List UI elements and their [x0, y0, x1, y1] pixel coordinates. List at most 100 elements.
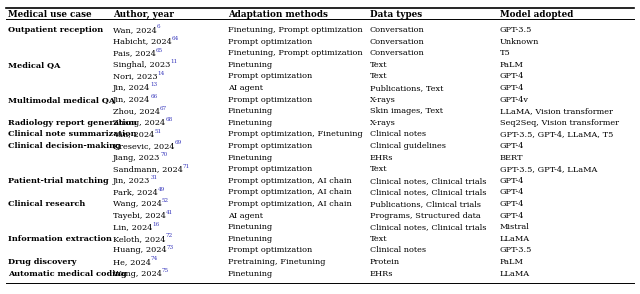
Text: Automatic medical coding: Automatic medical coding: [8, 270, 127, 278]
Text: Seq2Seq, Vision transformer: Seq2Seq, Vision transformer: [500, 119, 619, 127]
Text: 16: 16: [152, 222, 159, 227]
Text: T5: T5: [500, 49, 511, 57]
Text: Author, year: Author, year: [113, 10, 174, 19]
Text: GPT-3.5, GPT-4, LLaMA, T5: GPT-3.5, GPT-4, LLaMA, T5: [500, 131, 613, 138]
Text: Finetuning: Finetuning: [228, 61, 273, 69]
Text: AI agent: AI agent: [228, 84, 263, 92]
Text: Finetuning, Prompt optimization: Finetuning, Prompt optimization: [228, 26, 363, 34]
Text: 66: 66: [150, 94, 157, 99]
Text: Kresevic, 2024: Kresevic, 2024: [113, 142, 175, 150]
Text: Wang, 2024: Wang, 2024: [113, 200, 162, 208]
Text: Keloth, 2024: Keloth, 2024: [113, 235, 166, 243]
Text: 75: 75: [162, 268, 169, 273]
Text: GPT-3.5: GPT-3.5: [500, 246, 532, 254]
Text: Multimodal medical QA: Multimodal medical QA: [8, 96, 115, 103]
Text: Prompt optimization: Prompt optimization: [228, 72, 312, 80]
Text: Conversation: Conversation: [370, 26, 425, 34]
Text: Prompt optimization, Finetuning: Prompt optimization, Finetuning: [228, 131, 363, 138]
Text: Park, 2024: Park, 2024: [113, 188, 157, 196]
Text: Prompt optimization: Prompt optimization: [228, 38, 312, 46]
Text: Text: Text: [370, 165, 387, 173]
Text: Skin images, Text: Skin images, Text: [370, 107, 443, 115]
Text: Pais, 2024: Pais, 2024: [113, 49, 156, 57]
Text: Prompt optimization, AI chain: Prompt optimization, AI chain: [228, 188, 352, 196]
Text: Unknown: Unknown: [500, 38, 540, 46]
Text: 73: 73: [166, 245, 173, 250]
Text: He, 2024: He, 2024: [113, 258, 151, 266]
Text: Text: Text: [370, 61, 387, 69]
Text: Clinical decision-making: Clinical decision-making: [8, 142, 120, 150]
Text: 64: 64: [172, 36, 179, 41]
Text: EHRs: EHRs: [370, 153, 394, 162]
Text: Prompt optimization: Prompt optimization: [228, 142, 312, 150]
Text: 67: 67: [160, 106, 167, 111]
Text: Prompt optimization: Prompt optimization: [228, 165, 312, 173]
Text: Singhal, 2023: Singhal, 2023: [113, 61, 170, 69]
Text: 11: 11: [170, 59, 178, 64]
Text: Publications, Clinical trials: Publications, Clinical trials: [370, 200, 481, 208]
Text: Nori, 2023: Nori, 2023: [113, 72, 157, 80]
Text: Text: Text: [370, 235, 387, 243]
Text: Mistral: Mistral: [500, 223, 530, 231]
Text: Clinical notes: Clinical notes: [370, 131, 426, 138]
Text: PaLM: PaLM: [500, 258, 524, 266]
Text: Clinical research: Clinical research: [8, 200, 85, 208]
Text: Zhang, 2024: Zhang, 2024: [113, 119, 165, 127]
Text: Conversation: Conversation: [370, 49, 425, 57]
Text: Clinical guidelines: Clinical guidelines: [370, 142, 446, 150]
Text: Finetuning: Finetuning: [228, 270, 273, 278]
Text: 6: 6: [157, 24, 161, 29]
Text: 52: 52: [162, 198, 169, 203]
Text: GPT-4: GPT-4: [500, 177, 524, 185]
Text: 51: 51: [154, 129, 161, 134]
Text: Radiology report generation: Radiology report generation: [8, 119, 137, 127]
Text: PaLM: PaLM: [500, 61, 524, 69]
Text: Wang, 2024: Wang, 2024: [113, 270, 162, 278]
Text: Finetuning: Finetuning: [228, 107, 273, 115]
Text: GPT-3.5: GPT-3.5: [500, 26, 532, 34]
Text: Programs, Structured data: Programs, Structured data: [370, 212, 481, 220]
Text: Van, 2024: Van, 2024: [113, 131, 154, 138]
Text: Clinical notes, Clinical trials: Clinical notes, Clinical trials: [370, 188, 486, 196]
Text: 31: 31: [150, 175, 157, 180]
Text: Wan, 2024: Wan, 2024: [113, 26, 157, 34]
Text: Jiang, 2023: Jiang, 2023: [113, 153, 161, 162]
Text: Jin, 2024: Jin, 2024: [113, 96, 150, 103]
Text: Prompt optimization: Prompt optimization: [228, 246, 312, 254]
Text: Model adopted: Model adopted: [500, 10, 573, 19]
Text: Finetuning: Finetuning: [228, 119, 273, 127]
Text: 74: 74: [151, 256, 158, 261]
Text: Patient-trial matching: Patient-trial matching: [8, 177, 109, 185]
Text: GPT-4: GPT-4: [500, 188, 524, 196]
Text: Drug discovery: Drug discovery: [8, 258, 77, 266]
Text: Pretraining, Finetuning: Pretraining, Finetuning: [228, 258, 325, 266]
Text: X-rays: X-rays: [370, 96, 396, 103]
Text: 72: 72: [166, 233, 173, 238]
Text: GPT-4: GPT-4: [500, 142, 524, 150]
Text: Sandmann, 2024: Sandmann, 2024: [113, 165, 183, 173]
Text: 13: 13: [150, 83, 157, 88]
Text: 70: 70: [161, 152, 168, 157]
Text: Adaptation methods: Adaptation methods: [228, 10, 328, 19]
Text: GPT-4: GPT-4: [500, 212, 524, 220]
Text: 71: 71: [183, 164, 190, 169]
Text: Finetuning: Finetuning: [228, 235, 273, 243]
Text: Prompt optimization, AI chain: Prompt optimization, AI chain: [228, 200, 352, 208]
Text: GPT-4: GPT-4: [500, 72, 524, 80]
Text: BERT: BERT: [500, 153, 524, 162]
Text: AI agent: AI agent: [228, 212, 263, 220]
Text: 41: 41: [166, 210, 173, 215]
Text: GPT-4v: GPT-4v: [500, 96, 529, 103]
Text: EHRs: EHRs: [370, 270, 394, 278]
Text: Zhou, 2024: Zhou, 2024: [113, 107, 160, 115]
Text: Information extraction: Information extraction: [8, 235, 112, 243]
Text: 68: 68: [165, 117, 172, 122]
Text: Publications, Text: Publications, Text: [370, 84, 444, 92]
Text: LLaMA, Vision transformer: LLaMA, Vision transformer: [500, 107, 613, 115]
Text: Data types: Data types: [370, 10, 422, 19]
Text: Finetuning: Finetuning: [228, 223, 273, 231]
Text: Lin, 2024: Lin, 2024: [113, 223, 152, 231]
Text: Huang, 2024: Huang, 2024: [113, 246, 166, 254]
Text: Clinical notes, Clinical trials: Clinical notes, Clinical trials: [370, 177, 486, 185]
Text: GPT-4: GPT-4: [500, 84, 524, 92]
